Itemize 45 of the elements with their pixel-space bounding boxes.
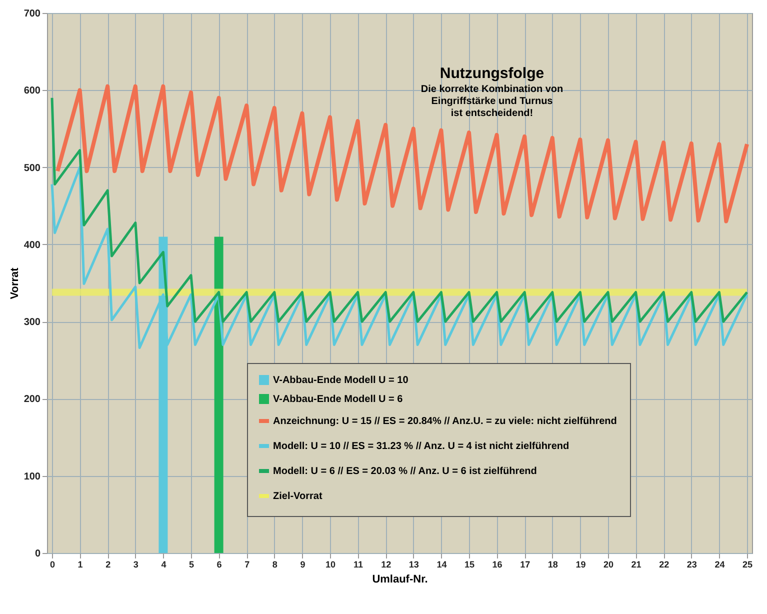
y-axis-title: Vorrat bbox=[8, 267, 21, 300]
x-tick-label: 5 bbox=[188, 560, 194, 570]
x-tick-label: 23 bbox=[686, 560, 697, 570]
x-tick-label: 8 bbox=[272, 560, 278, 570]
x-tick-label: 10 bbox=[325, 560, 336, 570]
line-series bbox=[56, 84, 749, 224]
x-tick-label: 25 bbox=[742, 560, 753, 570]
x-tick-label: 22 bbox=[659, 560, 670, 570]
x-tick-label: 24 bbox=[714, 560, 725, 570]
x-tick-label: 17 bbox=[520, 560, 530, 570]
x-tick-label: 11 bbox=[354, 560, 364, 570]
x-tick-label: 21 bbox=[631, 560, 642, 570]
x-tick-label: 12 bbox=[381, 560, 392, 570]
x-tick-label: 14 bbox=[436, 560, 447, 570]
legend-label: V-Abbau-Ende Modell U = 6 bbox=[273, 394, 404, 405]
x-tick-label: 19 bbox=[576, 560, 586, 570]
legend-label: V-Abbau-Ende Modell U = 10 bbox=[273, 375, 409, 386]
legend-label: Anzeichnung: U = 15 // ES = 20.84% // Anz.U. = zu viele: nicht zielführend bbox=[273, 416, 617, 427]
x-tick-label: 6 bbox=[216, 560, 222, 570]
x-tick-label: 9 bbox=[300, 560, 306, 570]
x-tick-label: 1 bbox=[78, 560, 83, 570]
x-tick-label: 3 bbox=[133, 560, 138, 570]
x-tick-label: 20 bbox=[603, 560, 614, 570]
y-tick-label: 300 bbox=[24, 317, 41, 328]
x-tick-label: 18 bbox=[548, 560, 558, 570]
legend-label: Ziel-Vorrat bbox=[273, 491, 323, 502]
x-tick-label: 16 bbox=[492, 560, 502, 570]
y-tick-label: 400 bbox=[24, 240, 41, 251]
y-tick-label: 500 bbox=[24, 162, 41, 174]
y-tick-label: 0 bbox=[34, 548, 41, 560]
legend-label: Modell: U = 10 // ES = 31.23 % // Anz. U = 4 ist nicht zielführend bbox=[273, 441, 570, 452]
x-tick-label: 13 bbox=[408, 560, 419, 570]
y-tick-label: 600 bbox=[24, 86, 41, 97]
text: Die korrekte Kombination von Eingriffstärke und Turnus ist entscheidend! bbox=[420, 84, 564, 119]
y-tick-label: 100 bbox=[24, 471, 41, 482]
x-tick-label: 0 bbox=[50, 560, 56, 570]
y-tick-label: 700 bbox=[24, 8, 41, 20]
x-tick-label: 2 bbox=[106, 560, 111, 570]
x-tick-label: 4 bbox=[161, 560, 166, 570]
x-axis-title: Umlauf-Nr. bbox=[372, 574, 428, 586]
legend-label: Modell: U = 6 // ES = 20.03 % // Anz. U = 6 ist zielführend bbox=[273, 466, 537, 477]
text: Nutzungsfolge bbox=[440, 65, 544, 82]
x-tick-label: 7 bbox=[244, 560, 250, 570]
x-tick-label: 15 bbox=[464, 560, 475, 570]
y-tick-label: 200 bbox=[24, 394, 41, 406]
